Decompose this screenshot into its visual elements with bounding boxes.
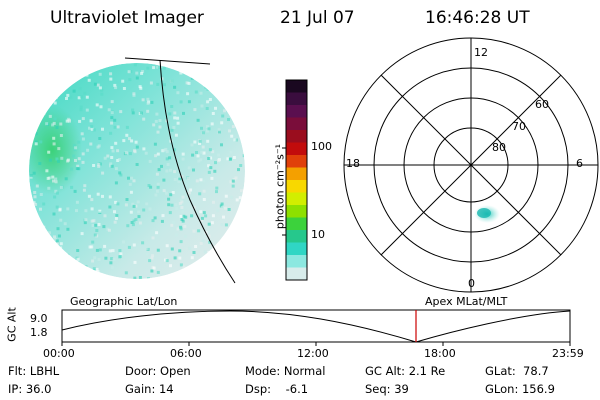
colorbar-swatch (286, 167, 307, 181)
mlt-label-12: 12 (474, 46, 488, 59)
mlt-label-0: 0 (468, 277, 475, 290)
timeline-right-label: Apex MLat/MLT (425, 295, 508, 308)
colorbar-swatch (286, 217, 307, 231)
timeline-ytick-9: 9.0 (30, 312, 48, 325)
timeline-xtick-2359: 23:59 (552, 347, 584, 360)
lat-label-80: 80 (492, 141, 506, 154)
colorbar-swatch (286, 155, 307, 168)
horizon-line (124, 57, 211, 65)
info-dsp: Dsp: -6.1 (245, 382, 309, 396)
info-door: Door: Open (125, 364, 191, 378)
info-glat: GLat: 78.7 (485, 364, 549, 378)
colorbar-label-10: 10 (311, 228, 325, 241)
colorbar-swatch (286, 92, 307, 106)
info-ip: IP: 36.0 (8, 382, 52, 396)
colorbar-swatch (286, 230, 307, 243)
timeline-xtick-0600: 06:00 (170, 347, 202, 360)
colorbar-swatch (286, 117, 307, 131)
info-gc-alt: GC Alt: 2.1 Re (365, 364, 446, 378)
colorbar-swatch (286, 242, 307, 256)
timeline-left-label: Geographic Lat/Lon (70, 295, 178, 308)
polar-plot (343, 37, 599, 293)
mlt-label-18: 18 (346, 157, 360, 170)
date-label: 21 Jul 07 (280, 8, 355, 28)
timeline-xtick-0000: 00:00 (43, 347, 75, 360)
info-gain: Gain: 14 (125, 382, 174, 396)
lat-label-70: 70 (512, 120, 526, 133)
timeline-xtick-1200: 12:00 (297, 347, 329, 360)
colorbar-swatch (286, 142, 307, 156)
timeline-yaxis-label: GC Alt (5, 307, 19, 342)
terminator-line (159, 59, 236, 284)
colorbar-swatch (286, 255, 307, 268)
colorbar (282, 79, 308, 281)
mlt-label-6: 6 (576, 157, 583, 170)
info-mode: Mode: Normal (245, 364, 326, 378)
timeline-ytick-1: 1.8 (30, 326, 48, 339)
lat-label-60: 60 (535, 98, 549, 111)
colorbar-unit-label: photon cm⁻²s⁻¹ (273, 143, 287, 230)
timeline-xtick-1800: 18:00 (424, 347, 456, 360)
info-seq: Seq: 39 (365, 382, 409, 396)
colorbar-swatch (286, 130, 307, 143)
colorbar-swatch (286, 192, 307, 206)
altitude-timeline (61, 309, 571, 346)
colorbar-swatch (286, 267, 307, 281)
colorbar-swatch (286, 80, 307, 93)
info-glon: GLon: 156.9 (485, 382, 555, 396)
app-title: Ultraviolet Imager (50, 8, 204, 28)
info-flt: Flt: LBHL (8, 364, 60, 378)
colorbar-swatch (286, 180, 307, 193)
colorbar-label-100: 100 (311, 140, 332, 153)
colorbar-swatch (286, 205, 307, 218)
time-label: 16:46:28 UT (425, 8, 530, 28)
colorbar-swatch (286, 105, 307, 118)
